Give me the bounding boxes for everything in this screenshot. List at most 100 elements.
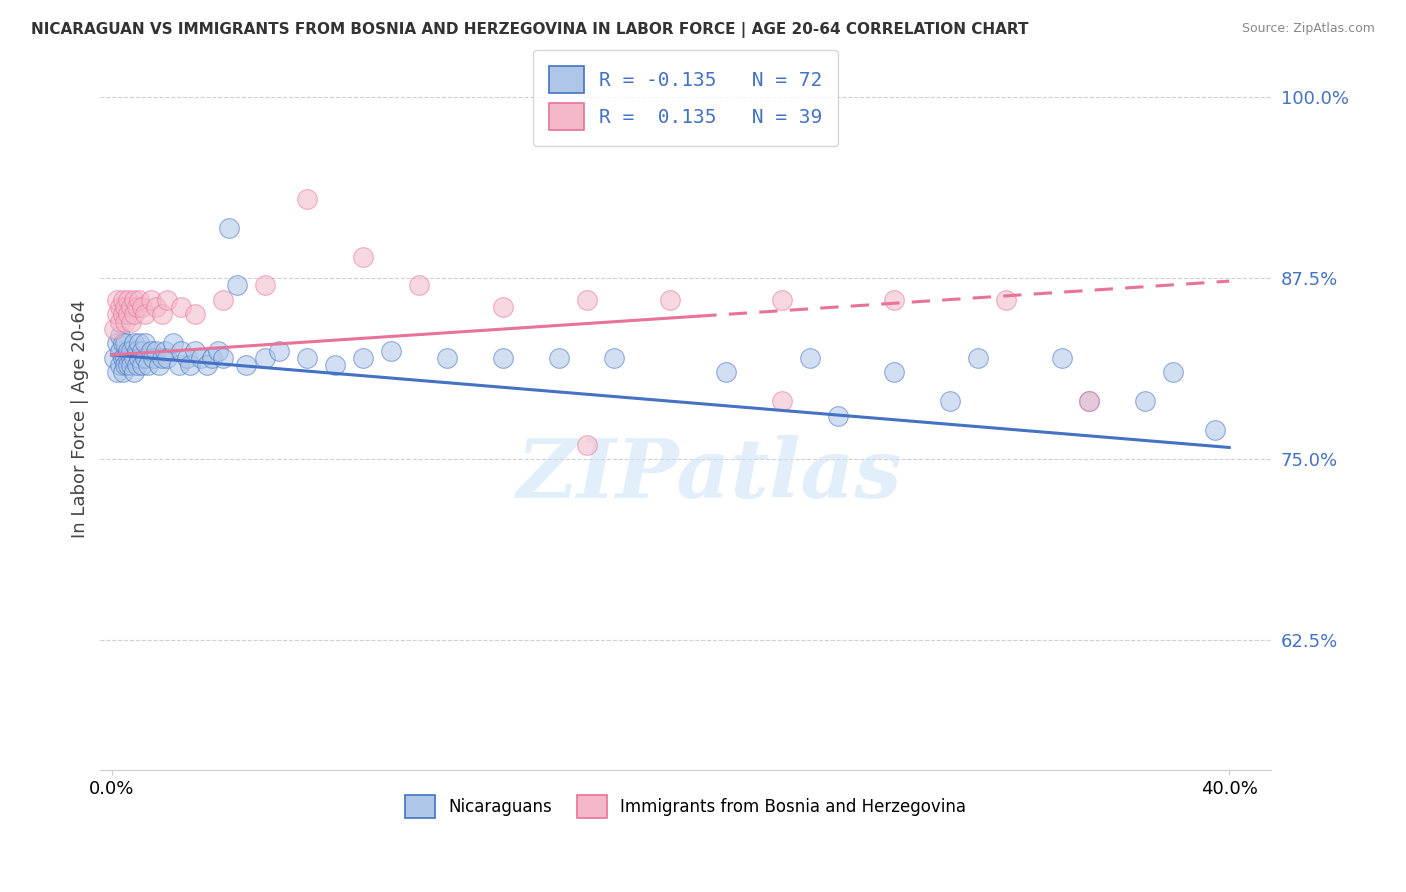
Point: [114, 351, 136, 365]
Point: [105, 365, 128, 379]
Point: [131, 300, 153, 314]
Point: [122, 293, 145, 307]
Point: [603, 351, 626, 365]
Point: [254, 351, 277, 365]
Point: [111, 351, 134, 365]
Point: [136, 358, 159, 372]
Point: [150, 351, 173, 365]
Point: [128, 336, 150, 351]
Point: [122, 351, 145, 365]
Point: [176, 351, 198, 365]
Point: [120, 358, 142, 372]
Point: [128, 293, 150, 307]
Point: [108, 358, 131, 372]
Point: [212, 293, 235, 307]
Point: [226, 278, 249, 293]
Point: [170, 343, 193, 358]
Point: [120, 300, 142, 314]
Point: [716, 365, 738, 379]
Point: [939, 394, 962, 409]
Point: [883, 293, 905, 307]
Point: [827, 409, 849, 423]
Point: [111, 365, 134, 379]
Point: [492, 351, 515, 365]
Point: [575, 293, 598, 307]
Point: [799, 351, 821, 365]
Point: [218, 220, 240, 235]
Point: [111, 336, 134, 351]
Point: [323, 358, 346, 372]
Point: [966, 351, 988, 365]
Text: Source: ZipAtlas.com: Source: ZipAtlas.com: [1241, 22, 1375, 36]
Point: [994, 293, 1017, 307]
Point: [145, 300, 167, 314]
Point: [105, 307, 128, 321]
Point: [120, 315, 142, 329]
Point: [111, 307, 134, 321]
Point: [111, 293, 134, 307]
Point: [117, 343, 139, 358]
Point: [1078, 394, 1101, 409]
Point: [114, 315, 136, 329]
Point: [120, 351, 142, 365]
Point: [770, 394, 793, 409]
Point: [139, 293, 162, 307]
Point: [659, 293, 682, 307]
Point: [117, 293, 139, 307]
Point: [156, 351, 179, 365]
Point: [170, 300, 193, 314]
Point: [103, 322, 125, 336]
Point: [207, 343, 229, 358]
Point: [148, 358, 170, 372]
Point: [352, 250, 374, 264]
Point: [108, 329, 131, 343]
Point: [142, 351, 165, 365]
Point: [120, 343, 142, 358]
Point: [114, 300, 136, 314]
Point: [492, 300, 515, 314]
Point: [122, 365, 145, 379]
Point: [184, 343, 207, 358]
Point: [254, 278, 277, 293]
Point: [770, 293, 793, 307]
Point: [195, 358, 218, 372]
Point: [162, 336, 184, 351]
Point: [150, 307, 173, 321]
Point: [190, 351, 212, 365]
Point: [103, 351, 125, 365]
Point: [547, 351, 569, 365]
Point: [117, 351, 139, 365]
Point: [295, 192, 318, 206]
Point: [380, 343, 402, 358]
Point: [117, 358, 139, 372]
Point: [134, 307, 156, 321]
Point: [145, 343, 167, 358]
Point: [408, 278, 430, 293]
Point: [114, 336, 136, 351]
Point: [125, 358, 148, 372]
Point: [131, 343, 153, 358]
Point: [125, 300, 148, 314]
Point: [1161, 365, 1184, 379]
Point: [153, 343, 176, 358]
Point: [134, 351, 156, 365]
Point: [108, 315, 131, 329]
Point: [139, 343, 162, 358]
Point: [105, 293, 128, 307]
Point: [235, 358, 257, 372]
Point: [1050, 351, 1073, 365]
Point: [1078, 394, 1101, 409]
Point: [269, 343, 291, 358]
Point: [212, 351, 235, 365]
Point: [122, 336, 145, 351]
Point: [179, 358, 201, 372]
Text: NICARAGUAN VS IMMIGRANTS FROM BOSNIA AND HERZEGOVINA IN LABOR FORCE | AGE 20-64 : NICARAGUAN VS IMMIGRANTS FROM BOSNIA AND…: [31, 22, 1028, 38]
Point: [105, 336, 128, 351]
Point: [125, 343, 148, 358]
Point: [167, 358, 190, 372]
Point: [201, 351, 224, 365]
Point: [108, 343, 131, 358]
Point: [131, 358, 153, 372]
Point: [134, 336, 156, 351]
Point: [117, 307, 139, 321]
